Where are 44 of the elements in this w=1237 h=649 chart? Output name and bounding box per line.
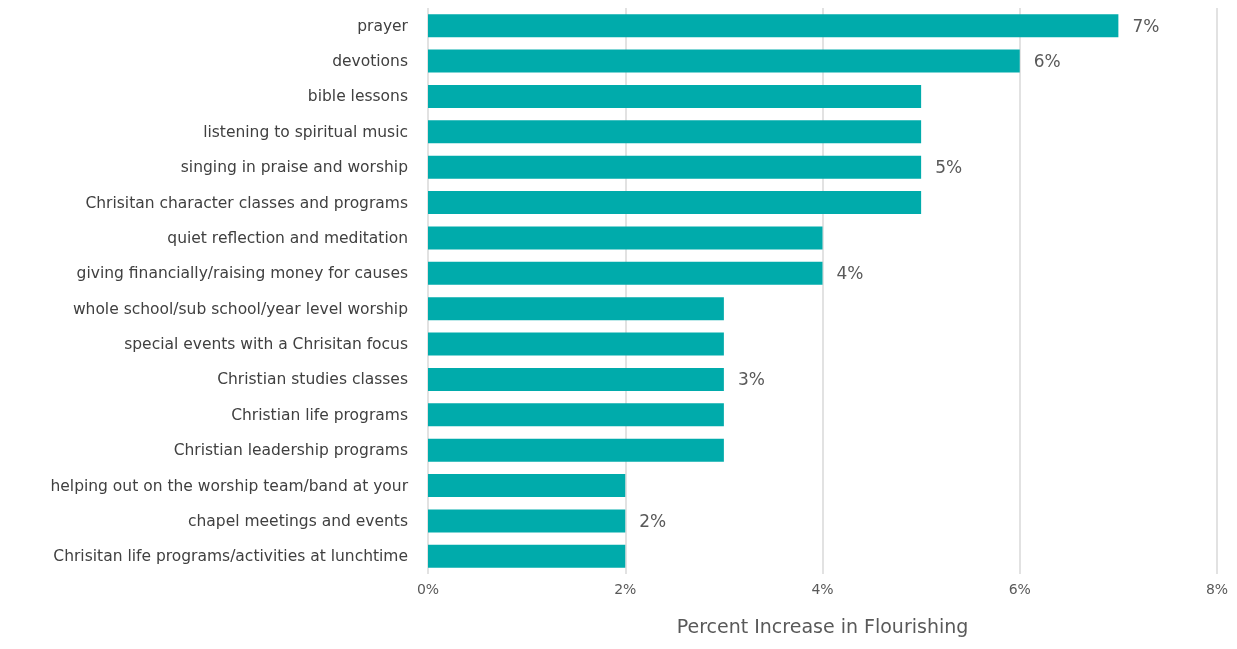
y-tick-label: Chrisitan character classes and programs (85, 193, 408, 212)
y-tick-label: listening to spiritual music (203, 122, 408, 141)
y-tick-label: chapel meetings and events (188, 511, 408, 530)
x-axis-title: Percent Increase in Flourishing (676, 614, 969, 637)
data-label: 3% (737, 369, 765, 390)
bar (428, 49, 1020, 73)
bar (428, 14, 1119, 38)
x-tick-label: 6% (1008, 581, 1031, 597)
y-tick-label: special events with a Chrisitan focus (124, 335, 408, 354)
y-tick-label: whole school/sub school/year level worship (72, 299, 408, 318)
bar (428, 438, 724, 462)
x-tick-label: 8% (1205, 581, 1229, 597)
bar (428, 120, 922, 144)
bar (428, 509, 626, 533)
data-label: 6% (1033, 51, 1061, 72)
y-tick-label: Christian studies classes (217, 370, 408, 389)
y-tick-label: Chrisitan life programs/activities at lunchtime (53, 547, 408, 566)
bar (428, 367, 724, 391)
x-tick-label: 2% (614, 581, 637, 597)
x-tick-label: 4% (811, 581, 834, 597)
bar (428, 261, 823, 285)
bar (428, 84, 922, 108)
y-tick-label: Christian life programs (231, 405, 408, 424)
y-tick-label: Christian leadership programs (173, 441, 408, 460)
data-label: 4% (836, 263, 864, 284)
y-tick-label: devotions (332, 52, 408, 71)
y-tick-label: bible lessons (307, 87, 408, 106)
data-label: 5% (935, 157, 963, 178)
bar (428, 403, 724, 427)
bar (428, 332, 724, 356)
x-tick-label: 0% (416, 581, 440, 597)
data-label: 2% (639, 510, 667, 531)
y-tick-label: giving financially/raising money for causes (76, 264, 408, 283)
bar (428, 155, 922, 179)
y-tick-label: quiet reflection and meditation (167, 228, 408, 247)
bar (428, 544, 626, 568)
data-label: 7% (1132, 15, 1160, 36)
bar (428, 226, 823, 250)
bar (428, 297, 724, 321)
bar (428, 191, 922, 215)
bar (428, 474, 626, 498)
y-tick-label: singing in praise and worship (180, 158, 408, 177)
y-tick-label: helping out on the worship team/band at your (50, 476, 409, 495)
y-tick-label: prayer (357, 16, 409, 35)
